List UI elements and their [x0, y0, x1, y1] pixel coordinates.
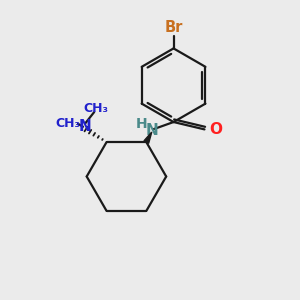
Text: CH₃: CH₃: [83, 102, 108, 115]
Text: O: O: [209, 122, 222, 137]
Text: N: N: [79, 119, 92, 134]
Polygon shape: [144, 132, 152, 143]
Text: H: H: [135, 117, 147, 131]
Text: Br: Br: [164, 20, 183, 34]
Text: N: N: [146, 123, 158, 138]
Text: CH₃: CH₃: [55, 117, 80, 130]
